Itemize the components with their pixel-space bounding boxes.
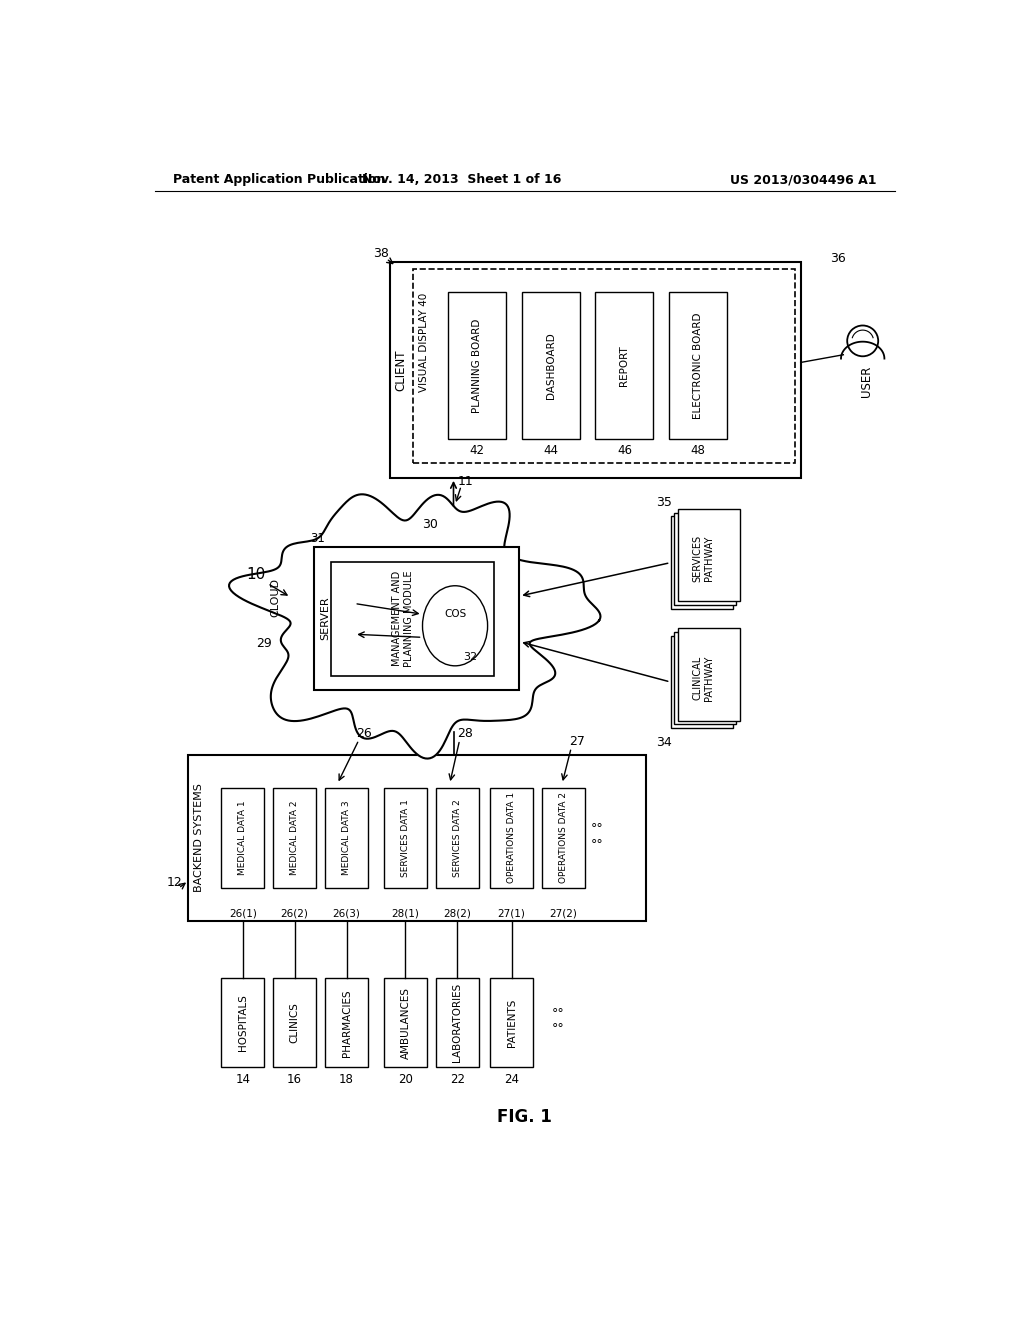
- Text: °°: °°: [552, 1007, 564, 1020]
- Text: PLANNING BOARD: PLANNING BOARD: [472, 318, 482, 413]
- Text: 38: 38: [373, 247, 388, 260]
- FancyBboxPatch shape: [384, 978, 427, 1067]
- FancyBboxPatch shape: [188, 755, 646, 921]
- FancyBboxPatch shape: [436, 788, 478, 888]
- Text: COS: COS: [444, 610, 466, 619]
- Text: 28(1): 28(1): [391, 908, 420, 917]
- Text: 28: 28: [457, 727, 473, 741]
- Text: SERVICES DATA 1: SERVICES DATA 1: [401, 799, 410, 876]
- FancyBboxPatch shape: [326, 788, 368, 888]
- FancyBboxPatch shape: [326, 978, 368, 1067]
- Text: 20: 20: [398, 1073, 413, 1086]
- Ellipse shape: [423, 586, 487, 665]
- FancyBboxPatch shape: [273, 978, 316, 1067]
- Text: 31: 31: [310, 532, 326, 545]
- FancyBboxPatch shape: [331, 562, 494, 676]
- FancyBboxPatch shape: [595, 293, 653, 438]
- Text: VISUAL DISPLAY 40: VISUAL DISPLAY 40: [419, 293, 429, 392]
- FancyBboxPatch shape: [490, 788, 532, 888]
- Text: 24: 24: [504, 1073, 519, 1086]
- FancyBboxPatch shape: [671, 516, 732, 609]
- Text: OPERATIONS DATA 1: OPERATIONS DATA 1: [507, 792, 516, 883]
- Text: DASHBOARD: DASHBOARD: [546, 333, 556, 399]
- Text: FIG. 1: FIG. 1: [498, 1107, 552, 1126]
- Text: OPERATIONS DATA 2: OPERATIONS DATA 2: [559, 792, 568, 883]
- Text: 34: 34: [656, 735, 672, 748]
- Text: 28(2): 28(2): [443, 908, 471, 917]
- Text: °°: °°: [591, 838, 603, 850]
- FancyBboxPatch shape: [221, 978, 264, 1067]
- Text: 22: 22: [450, 1073, 465, 1086]
- Text: CLIENT: CLIENT: [394, 350, 408, 391]
- Text: Patent Application Publication: Patent Application Publication: [173, 173, 385, 186]
- Text: 30: 30: [422, 517, 438, 531]
- Text: 26(1): 26(1): [228, 908, 257, 917]
- Text: 14: 14: [236, 1073, 250, 1086]
- Text: CLINICAL
PATHWAY: CLINICAL PATHWAY: [692, 656, 714, 701]
- Text: °°: °°: [552, 1023, 564, 1035]
- Text: CLINICS: CLINICS: [290, 1002, 300, 1043]
- Text: Nov. 14, 2013  Sheet 1 of 16: Nov. 14, 2013 Sheet 1 of 16: [361, 173, 561, 186]
- Text: 42: 42: [470, 445, 484, 458]
- FancyBboxPatch shape: [390, 263, 801, 478]
- Text: °°: °°: [591, 822, 603, 836]
- Text: 27: 27: [569, 735, 586, 748]
- Text: 18: 18: [339, 1073, 354, 1086]
- Polygon shape: [229, 494, 600, 759]
- FancyBboxPatch shape: [490, 978, 532, 1067]
- Text: HOSPITALS: HOSPITALS: [238, 994, 248, 1051]
- Text: PHARMACIES: PHARMACIES: [342, 989, 351, 1056]
- Text: 48: 48: [690, 445, 706, 458]
- Text: 27(2): 27(2): [550, 908, 578, 917]
- Text: SERVER: SERVER: [319, 597, 330, 640]
- FancyBboxPatch shape: [449, 293, 506, 438]
- Text: USER: USER: [860, 366, 873, 397]
- Text: 44: 44: [544, 445, 558, 458]
- Text: BACKEND SYSTEMS: BACKEND SYSTEMS: [195, 784, 205, 892]
- FancyBboxPatch shape: [414, 268, 795, 462]
- Text: CLOUD: CLOUD: [270, 578, 281, 616]
- Text: SERVICES DATA 2: SERVICES DATA 2: [453, 799, 462, 876]
- Text: US 2013/0304496 A1: US 2013/0304496 A1: [730, 173, 877, 186]
- Text: 26(2): 26(2): [281, 908, 308, 917]
- Text: 29: 29: [256, 638, 271, 649]
- FancyBboxPatch shape: [678, 628, 740, 721]
- Text: ELECTRONIC BOARD: ELECTRONIC BOARD: [693, 313, 703, 418]
- Text: SERVICES
PATHWAY: SERVICES PATHWAY: [692, 535, 714, 582]
- FancyBboxPatch shape: [675, 632, 736, 725]
- FancyBboxPatch shape: [671, 636, 732, 729]
- Circle shape: [847, 326, 879, 356]
- Text: PATIENTS: PATIENTS: [507, 998, 517, 1047]
- Text: AMBULANCES: AMBULANCES: [400, 987, 411, 1059]
- Text: 26: 26: [356, 727, 373, 741]
- Text: LABORATORIES: LABORATORIES: [453, 983, 463, 1063]
- Text: MEDICAL DATA 2: MEDICAL DATA 2: [290, 801, 299, 875]
- Text: 27(1): 27(1): [498, 908, 525, 917]
- Text: 11: 11: [458, 475, 473, 488]
- Text: 12: 12: [167, 875, 182, 888]
- FancyBboxPatch shape: [675, 512, 736, 605]
- Text: 32: 32: [464, 652, 477, 661]
- Text: MEDICAL DATA 3: MEDICAL DATA 3: [342, 801, 351, 875]
- FancyBboxPatch shape: [669, 293, 727, 438]
- Text: 36: 36: [830, 252, 846, 265]
- FancyBboxPatch shape: [221, 788, 264, 888]
- FancyBboxPatch shape: [678, 508, 740, 601]
- FancyBboxPatch shape: [521, 293, 580, 438]
- Text: MEDICAL DATA 1: MEDICAL DATA 1: [239, 801, 247, 875]
- FancyBboxPatch shape: [384, 788, 427, 888]
- Text: MANAGEMENT AND
PLANNING MODULE: MANAGEMENT AND PLANNING MODULE: [392, 570, 414, 667]
- Text: 35: 35: [656, 496, 672, 510]
- FancyBboxPatch shape: [543, 788, 585, 888]
- Text: 26(3): 26(3): [333, 908, 360, 917]
- Text: 16: 16: [287, 1073, 302, 1086]
- FancyBboxPatch shape: [273, 788, 316, 888]
- Text: REPORT: REPORT: [620, 345, 630, 385]
- Text: 10: 10: [246, 566, 265, 582]
- Text: 46: 46: [616, 445, 632, 458]
- FancyBboxPatch shape: [314, 548, 519, 689]
- FancyBboxPatch shape: [436, 978, 478, 1067]
